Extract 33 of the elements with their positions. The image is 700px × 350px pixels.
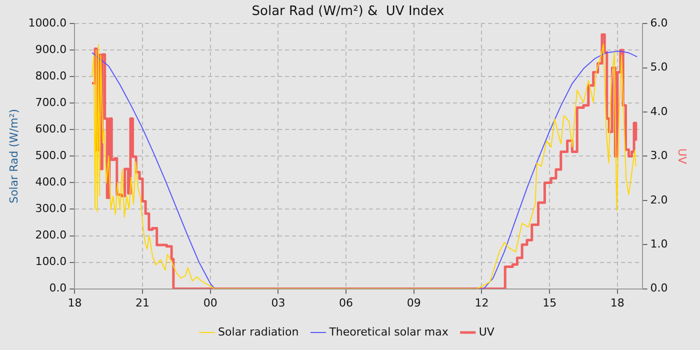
y2-tick-label: 3.0 bbox=[650, 149, 668, 162]
y2-tick-label: 0.0 bbox=[650, 282, 668, 295]
x-tick-label: 06 bbox=[339, 296, 354, 310]
y2-tick-label: 4.0 bbox=[650, 104, 668, 118]
y-tick-label: 500.0 bbox=[35, 149, 67, 162]
legend-label: Solar radiation bbox=[218, 325, 299, 338]
y2-axis-title: UV bbox=[676, 148, 689, 164]
legend-label: UV bbox=[478, 325, 495, 338]
chart-title: Solar Rad (W/m²) & UV Index bbox=[252, 4, 445, 20]
y-tick-label: 200.0 bbox=[35, 228, 67, 242]
x-tick-label: 09 bbox=[406, 296, 421, 310]
y-tick-label: 700.0 bbox=[35, 96, 67, 110]
y-tick-label: 800.0 bbox=[35, 70, 67, 82]
y-axis-title: Solar Rad (W/m²) bbox=[7, 108, 20, 204]
y-tick-label: 300.0 bbox=[35, 202, 67, 216]
legend-label: Theoretical solar max bbox=[328, 325, 449, 338]
x-tick-label: 18 bbox=[610, 296, 624, 310]
y2-tick-label: 2.0 bbox=[650, 193, 668, 206]
x-tick-label: 00 bbox=[203, 296, 218, 310]
y2-tick-label: 6.0 bbox=[650, 16, 668, 30]
y-tick-label: 900.0 bbox=[35, 42, 67, 56]
y-tick-label: 1000.0 bbox=[28, 16, 67, 30]
y-tick-label: 0.0 bbox=[49, 282, 67, 295]
x-tick-label: 12 bbox=[474, 296, 489, 310]
x-tick-label: 18 bbox=[68, 296, 82, 310]
y-tick-label: 100.0 bbox=[35, 255, 67, 268]
y2-tick-label: 5.0 bbox=[650, 60, 668, 74]
x-tick-label: 15 bbox=[542, 296, 557, 310]
y-tick-label: 600.0 bbox=[35, 122, 67, 136]
x-tick-label: 21 bbox=[136, 296, 150, 310]
x-tick-label: 03 bbox=[271, 296, 286, 310]
y-tick-label: 400.0 bbox=[35, 176, 67, 189]
y2-tick-label: 1.0 bbox=[650, 237, 668, 250]
